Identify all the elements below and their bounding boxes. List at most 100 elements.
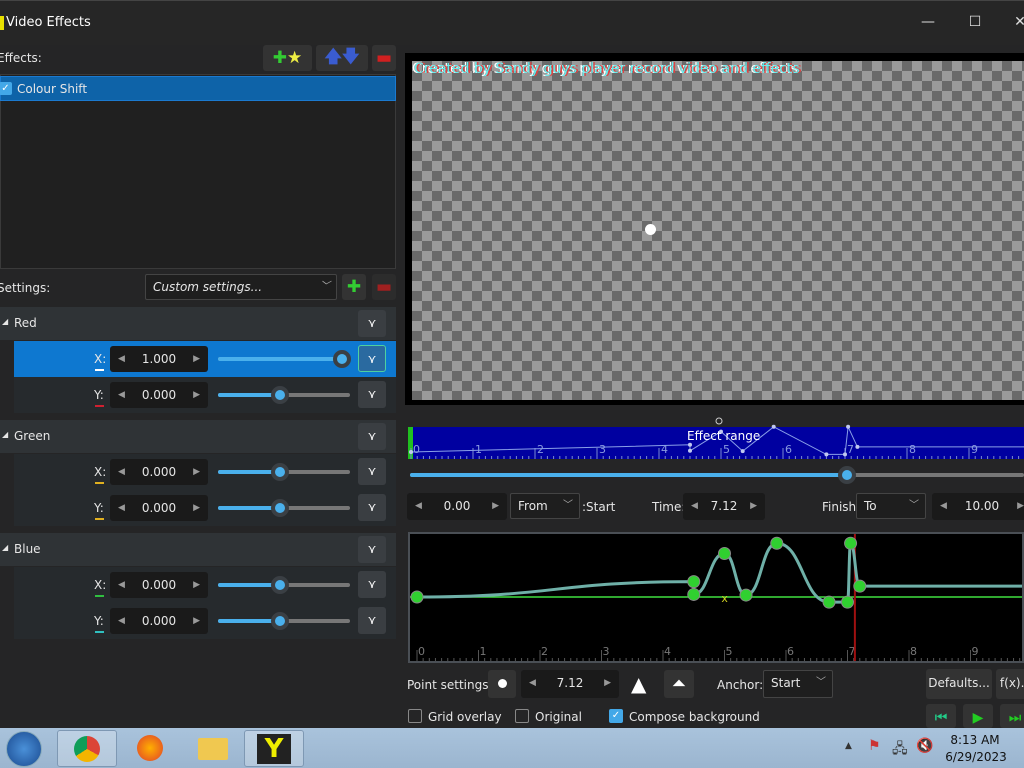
smooth-peak-button[interactable]: ⏶ (664, 670, 694, 698)
from-dropdown[interactable]: From ﹀ (510, 493, 580, 519)
remove-effect-button[interactable]: ▬ (372, 45, 396, 71)
taskbar-explorer[interactable] (183, 730, 243, 767)
value-spinner[interactable]: ◀ 0.000 ▶ (110, 382, 208, 408)
anchor-dropdown[interactable]: Start ﹀ (763, 670, 833, 698)
collapse-icon[interactable]: ◢ (2, 430, 9, 439)
anchor-point[interactable] (645, 224, 656, 235)
keyframe-button[interactable]: ⋎ (358, 536, 386, 563)
param-row[interactable]: X: ◀ 1.000 ▶ ⋎ (14, 341, 396, 377)
group-green[interactable]: ◢ Green ⋎ (0, 420, 396, 453)
effect-checkbox[interactable]: ✓ (0, 82, 12, 95)
action-center-icon[interactable]: ⚑ (868, 738, 881, 754)
keyframe-button[interactable]: ⋎ (358, 381, 386, 408)
move-down-icon[interactable]: 🡇 (342, 46, 360, 67)
function-button[interactable]: f(x)... (996, 669, 1024, 699)
tick-label: 6 (787, 645, 794, 658)
keyframe-point[interactable] (410, 590, 424, 604)
param-row[interactable]: X: ◀ 0.000 ▶ ⋎ (14, 454, 396, 490)
time-slider[interactable] (410, 466, 1024, 484)
slider-knob[interactable] (271, 612, 289, 630)
star-icon: ★ (287, 48, 303, 68)
taskbar-chrome[interactable] (57, 730, 117, 767)
to-dropdown[interactable]: To ﹀ (856, 493, 926, 519)
remove-preset-button[interactable]: ▬ (372, 274, 396, 300)
keyframe-button[interactable]: ⋎ (358, 310, 386, 337)
keyframe-graph[interactable]: 0 1 2 3 4 5 6 7 8 9 x (408, 532, 1024, 663)
slider-knob[interactable] (271, 499, 289, 517)
slider-knob[interactable] (271, 576, 289, 594)
compose-background-checkbox[interactable]: ✓ (609, 709, 623, 723)
taskbar-firefox[interactable] (120, 730, 180, 767)
linear-peak-button[interactable]: ▲ (631, 672, 647, 696)
slider-knob[interactable] (333, 350, 351, 368)
keyframe-point[interactable] (853, 579, 867, 593)
keyframe-button[interactable]: ⋎ (358, 345, 386, 372)
value-slider[interactable] (218, 463, 350, 481)
close-button[interactable]: ✕ (1014, 14, 1024, 30)
add-effect-button[interactable]: ✚ ★ (263, 45, 312, 71)
clock-time[interactable]: 8:13 AM (950, 733, 1000, 747)
effect-range-timeline[interactable]: 0 1 2 3 4 5 6 7 8 9 Effect range (405, 412, 1024, 462)
slider-knob[interactable] (271, 463, 289, 481)
keyframe-point[interactable] (739, 588, 753, 602)
network-icon[interactable]: 🖧 (892, 741, 908, 757)
show-hidden-icons[interactable]: ▲ (845, 741, 852, 751)
channel-marker (95, 482, 104, 484)
keyframe-point[interactable] (687, 587, 701, 601)
keyframe-button[interactable]: ⋎ (358, 571, 386, 598)
param-row[interactable]: X: ◀ 0.000 ▶ ⋎ (14, 567, 396, 603)
taskbar-video-app[interactable]: Y (244, 730, 304, 767)
keyframe-button[interactable]: ⋎ (358, 458, 386, 485)
start-spinner[interactable]: ◀ 0.00 ▶ (407, 493, 507, 520)
point-type-button[interactable] (488, 670, 516, 698)
keyframe-button[interactable]: ⋎ (358, 423, 386, 450)
keyframe-point[interactable] (844, 536, 858, 550)
time-slider-knob[interactable] (838, 466, 857, 484)
move-up-icon[interactable]: 🡅 (324, 46, 342, 67)
group-red[interactable]: ◢ Red ⋎ (0, 307, 396, 340)
value-spinner[interactable]: ◀ 0.000 ▶ (110, 459, 208, 485)
skip-start-button[interactable]: ⏮ (926, 704, 956, 728)
point-time-spinner[interactable]: ◀ 7.12 ▶ (521, 670, 619, 698)
time-spinner[interactable]: ◀ 7.12 ▶ (683, 493, 765, 520)
value-spinner[interactable]: ◀ 0.000 ▶ (110, 608, 208, 634)
volume-muted-icon[interactable]: 🔇 (916, 738, 934, 754)
maximize-button[interactable]: ☐ (968, 14, 982, 30)
value-spinner[interactable]: ◀ 0.000 ▶ (110, 495, 208, 521)
play-button[interactable]: ▶ (963, 704, 993, 728)
clock-date[interactable]: 6/29/2023 (945, 750, 1007, 764)
value-slider[interactable] (218, 350, 351, 368)
keyframe-point[interactable] (718, 546, 731, 560)
add-preset-button[interactable]: ✚ (342, 274, 366, 300)
minimize-button[interactable]: — (921, 14, 935, 30)
keyframe-point[interactable] (687, 575, 701, 589)
collapse-icon[interactable]: ◢ (2, 317, 9, 326)
tick-label: 4 (664, 645, 671, 658)
keyframe-point[interactable] (770, 536, 784, 550)
keyframe-point[interactable] (822, 595, 836, 609)
skip-end-button[interactable]: ⏭ (1000, 704, 1024, 728)
start-button[interactable] (6, 731, 42, 767)
value-slider[interactable] (218, 612, 350, 630)
defaults-button[interactable]: Defaults... (926, 669, 992, 699)
keyframe-button[interactable]: ⋎ (358, 607, 386, 634)
value-slider[interactable] (218, 576, 350, 594)
param-row[interactable]: Y: ◀ 0.000 ▶ ⋎ (14, 377, 396, 413)
group-blue[interactable]: ◢ Blue ⋎ (0, 533, 396, 566)
collapse-icon[interactable]: ◢ (2, 543, 9, 552)
param-row[interactable]: Y: ◀ 0.000 ▶ ⋎ (14, 603, 396, 639)
value-slider[interactable] (218, 499, 350, 517)
param-row[interactable]: Y: ◀ 0.000 ▶ ⋎ (14, 490, 396, 526)
slider-knob[interactable] (271, 386, 289, 404)
keyframe-point[interactable] (841, 595, 854, 609)
value-spinner[interactable]: ◀ 0.000 ▶ (110, 572, 208, 598)
value-slider[interactable] (218, 386, 350, 404)
effect-item-colour-shift[interactable]: ✓ Colour Shift (0, 76, 396, 101)
value-spinner[interactable]: ◀ 1.000 ▶ (110, 346, 208, 372)
preset-dropdown[interactable]: Custom settings... ﹀ (145, 274, 337, 300)
grid-overlay-checkbox[interactable] (408, 709, 422, 723)
original-checkbox[interactable] (515, 709, 529, 723)
finish-spinner[interactable]: ◀ 10.00 ▶ (932, 493, 1024, 520)
keyframe-button[interactable]: ⋎ (358, 494, 386, 521)
point-settings-label: Point settings: (407, 678, 493, 692)
